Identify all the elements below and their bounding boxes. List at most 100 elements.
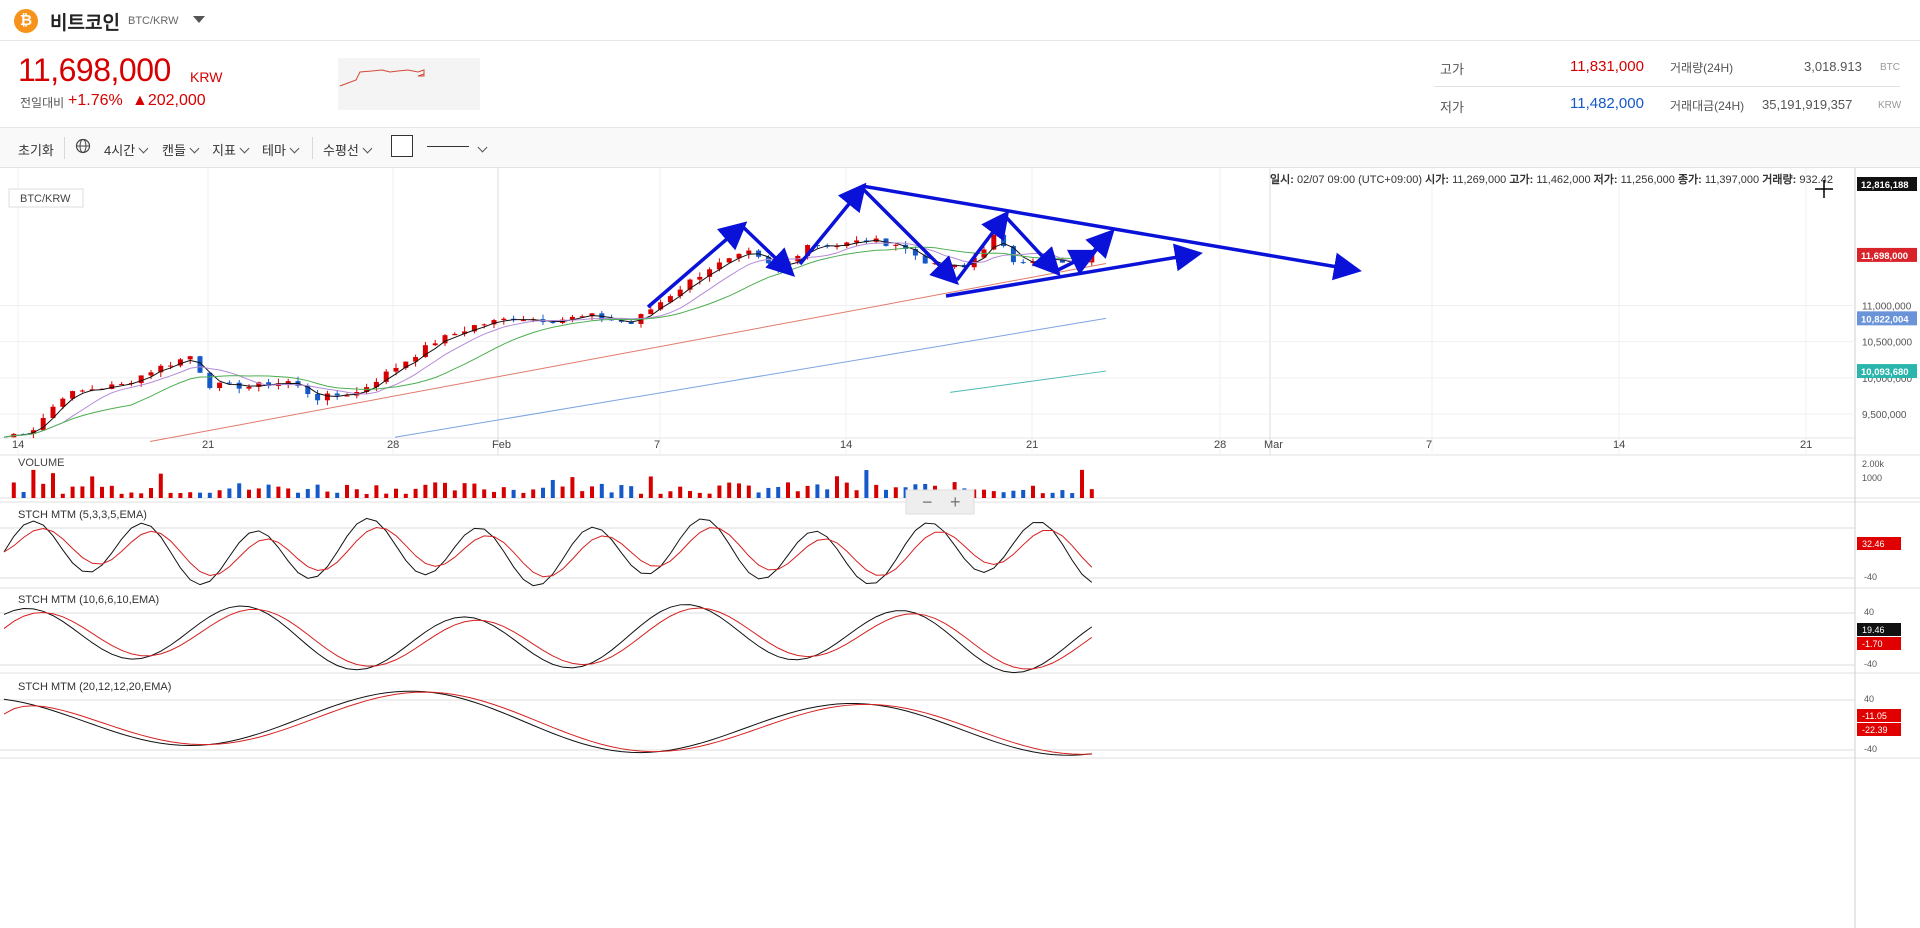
volume-bar	[178, 493, 183, 498]
mini-chart-line	[339, 69, 425, 87]
candle-body	[1010, 246, 1016, 263]
candle-body	[21, 433, 27, 435]
candle	[403, 361, 409, 370]
header-bar	[0, 0, 1920, 41]
candle	[79, 389, 85, 393]
ohlc-high: 11,462,000	[1536, 174, 1590, 186]
candle-body	[716, 262, 722, 270]
candle	[873, 235, 879, 244]
candle-body	[442, 335, 448, 344]
candle-body	[266, 382, 272, 387]
low-value: 11,482,000	[1570, 95, 1644, 112]
candle-label: 캔들	[162, 143, 186, 158]
zoom-in-button[interactable]: +	[950, 492, 961, 512]
volume-bar	[188, 492, 193, 498]
indicator-tag: -22.39	[1857, 723, 1901, 736]
trend-arrow	[646, 221, 748, 309]
volume-bar	[795, 491, 800, 498]
volume-bar	[854, 490, 859, 498]
theme-select[interactable]: 테마	[262, 140, 300, 159]
volume-bar	[1021, 489, 1026, 498]
volume-bar	[100, 486, 104, 498]
candle	[324, 390, 330, 406]
chevron-down-icon	[289, 143, 300, 154]
indicator-tick: -40	[1864, 572, 1877, 582]
volume-bar	[609, 492, 614, 498]
candle-body	[344, 395, 350, 397]
x-tick-label: 14	[12, 439, 24, 451]
ohlc-date: 02/07 09:00 (UTC+09:00)	[1297, 174, 1422, 186]
line-style-chevron[interactable]	[474, 141, 488, 159]
volume-bar	[354, 489, 359, 498]
indicator-k-line	[3, 690, 1092, 756]
candle	[217, 382, 223, 392]
indicator-select[interactable]: 지표	[212, 140, 250, 159]
x-tick-label: Mar	[1264, 439, 1283, 451]
candle-body	[256, 382, 262, 387]
candle	[462, 326, 468, 337]
volume-bar	[80, 486, 85, 498]
candle	[687, 278, 693, 293]
indicator-tag-label: 19.46	[1862, 625, 1885, 635]
moving-average-line	[3, 246, 1092, 438]
high-label: 고가	[1440, 62, 1464, 77]
candle-body	[50, 406, 56, 419]
indicator-d-line	[3, 691, 1092, 755]
interval-label: 4시간	[104, 143, 136, 158]
color-box-button[interactable]	[391, 135, 413, 157]
chevron-down-icon	[477, 142, 488, 153]
globe-icon[interactable]	[75, 138, 91, 157]
chevron-down-icon	[189, 143, 200, 154]
volume-bar	[217, 490, 222, 498]
volume-bar	[158, 473, 163, 498]
indicator-d-line	[3, 527, 1093, 578]
volume-bar	[991, 491, 996, 498]
zoom-out-button[interactable]: −	[922, 492, 933, 512]
candle-body	[667, 296, 673, 303]
x-tick-label: 14	[840, 439, 852, 451]
candle-select[interactable]: 캔들	[162, 140, 200, 159]
ohlc-low-label: 저가:	[1594, 172, 1618, 186]
candle-body	[805, 245, 811, 256]
line-style-button[interactable]	[427, 146, 469, 147]
volume-bar	[658, 493, 663, 498]
reset-button[interactable]: 초기화	[18, 143, 54, 158]
candle	[481, 323, 487, 329]
volume-bar	[462, 483, 467, 498]
candle	[471, 324, 477, 334]
volume-bar	[815, 484, 820, 498]
volume-bar	[109, 485, 114, 498]
crosshair-cursor-icon	[1815, 180, 1833, 198]
volume-bar	[982, 489, 986, 498]
price-tag-label: 10,822,004	[1861, 314, 1909, 325]
interval-select[interactable]: 4시간	[104, 140, 149, 159]
chevron-down-icon	[239, 143, 250, 154]
volume-bar	[697, 492, 702, 498]
candle-body	[158, 365, 164, 373]
candle	[383, 368, 389, 385]
volume-bar	[511, 489, 516, 498]
hline-select[interactable]: 수평선	[323, 140, 373, 159]
indicator-tag: 19.46	[1857, 623, 1901, 636]
volume-bar	[119, 493, 124, 498]
long-ma-line	[149, 262, 1107, 443]
current-price: 11,698,000	[18, 52, 171, 88]
volume-bar	[805, 485, 810, 498]
price-chart[interactable]: 일시: 02/07 09:00 (UTC+09:00) 시가: 11,269,0…	[0, 168, 1920, 928]
candle	[207, 371, 213, 390]
volume-bar	[844, 482, 849, 498]
indicator-tag: 32.46	[1857, 537, 1901, 550]
volume-bar	[374, 485, 379, 498]
long-ma-line	[949, 370, 1107, 393]
coin-name[interactable]: 비트코인	[50, 13, 120, 34]
price-tag-bg	[1857, 177, 1917, 191]
volume-bar	[531, 489, 536, 498]
ohlc-vol: 932.42	[1799, 174, 1833, 186]
x-tick-label: 28	[387, 439, 399, 451]
x-tick-label: 28	[1214, 439, 1226, 451]
coin-dropdown-icon[interactable]	[193, 16, 205, 23]
x-tick-label: 21	[202, 439, 214, 451]
volume-bar	[590, 486, 594, 498]
candle-body	[844, 242, 850, 247]
indicator-k-line	[3, 517, 1093, 587]
